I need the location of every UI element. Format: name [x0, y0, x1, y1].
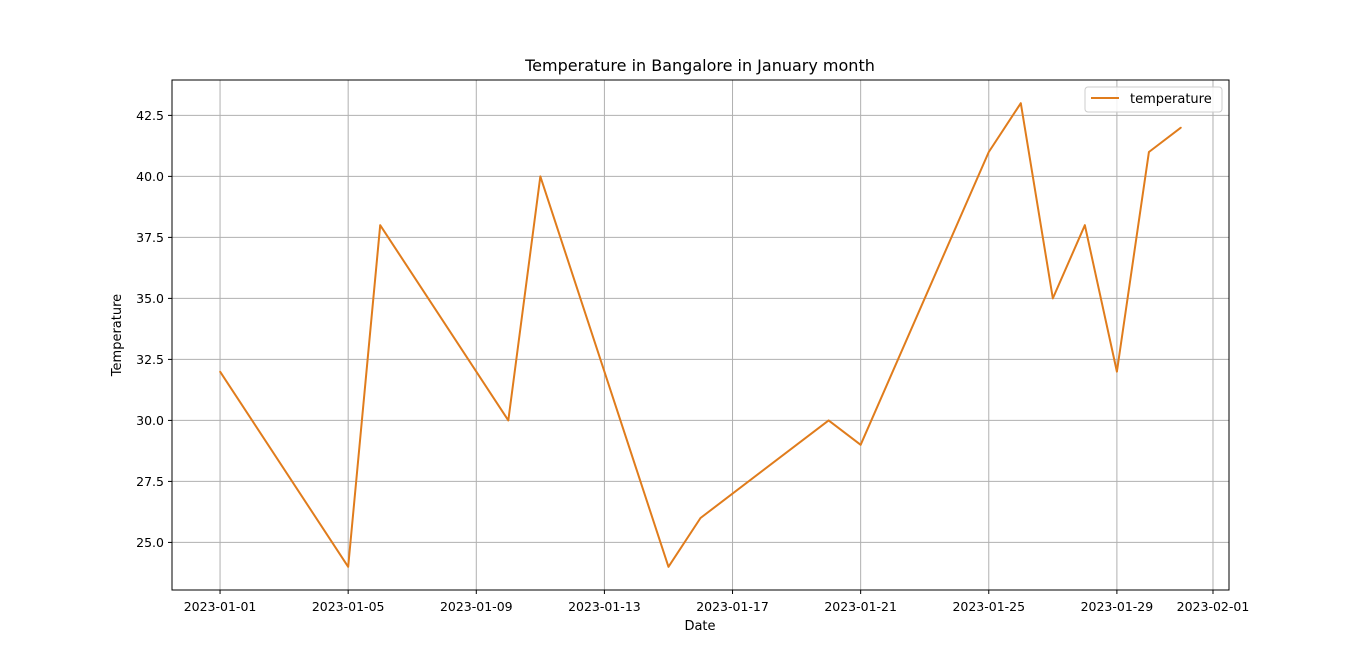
data-point	[1052, 297, 1054, 300]
plot-frame	[171, 79, 1230, 591]
series-line-temperature	[219, 102, 1182, 568]
data-point	[859, 444, 862, 446]
data-point	[1180, 126, 1182, 129]
y-tick-label: 27.5	[136, 474, 164, 489]
x-tick-label: 2023-01-17	[696, 599, 769, 614]
y-tick-label: 42.5	[136, 108, 164, 123]
series-group	[219, 102, 1182, 568]
x-axis-label: Date	[684, 619, 715, 634]
x-tick-label: 2023-01-01	[184, 599, 257, 614]
legend: temperature	[1084, 86, 1223, 113]
y-tick-label: 30.0	[136, 413, 164, 428]
data-point	[219, 370, 221, 373]
chart-title: Temperature in Bangalore in January mont…	[524, 56, 875, 75]
y-tick-label: 35.0	[136, 291, 164, 306]
x-tick-label: 2023-01-25	[952, 599, 1025, 614]
x-tick-label: 2023-02-01	[1177, 599, 1250, 614]
data-point	[699, 517, 702, 519]
grid	[172, 80, 1229, 590]
y-axis-label: Temperature	[110, 294, 125, 377]
data-point	[1148, 151, 1150, 153]
y-tick-label: 37.5	[136, 230, 164, 245]
x-tick-label: 2023-01-29	[1081, 599, 1154, 614]
data-point	[987, 151, 990, 153]
data-point	[667, 566, 670, 568]
data-point	[1084, 224, 1086, 226]
x-tick-label: 2023-01-05	[312, 599, 385, 614]
y-tick-label: 25.0	[136, 535, 164, 550]
y-axis-ticks: 25.0 27.5 30.0 32.5 35.0 37.5 40.0 42.5	[136, 108, 172, 550]
legend-box	[1084, 86, 1223, 113]
x-tick-label: 2023-01-09	[440, 599, 513, 614]
data-point	[347, 566, 349, 568]
y-tick-label: 40.0	[136, 169, 164, 184]
data-point	[1116, 370, 1118, 373]
data-point	[539, 175, 542, 178]
y-tick-label: 32.5	[136, 352, 164, 367]
legend-label: temperature	[1130, 92, 1212, 107]
data-point	[827, 419, 830, 422]
data-point	[379, 224, 382, 226]
x-tick-label: 2023-01-21	[824, 599, 897, 614]
x-axis-ticks: 2023-01-01 2023-01-05 2023-01-09 2023-01-13…	[184, 590, 1250, 614]
x-tick-label: 2023-01-13	[568, 599, 641, 614]
data-point	[1020, 102, 1022, 104]
data-point	[507, 419, 510, 422]
